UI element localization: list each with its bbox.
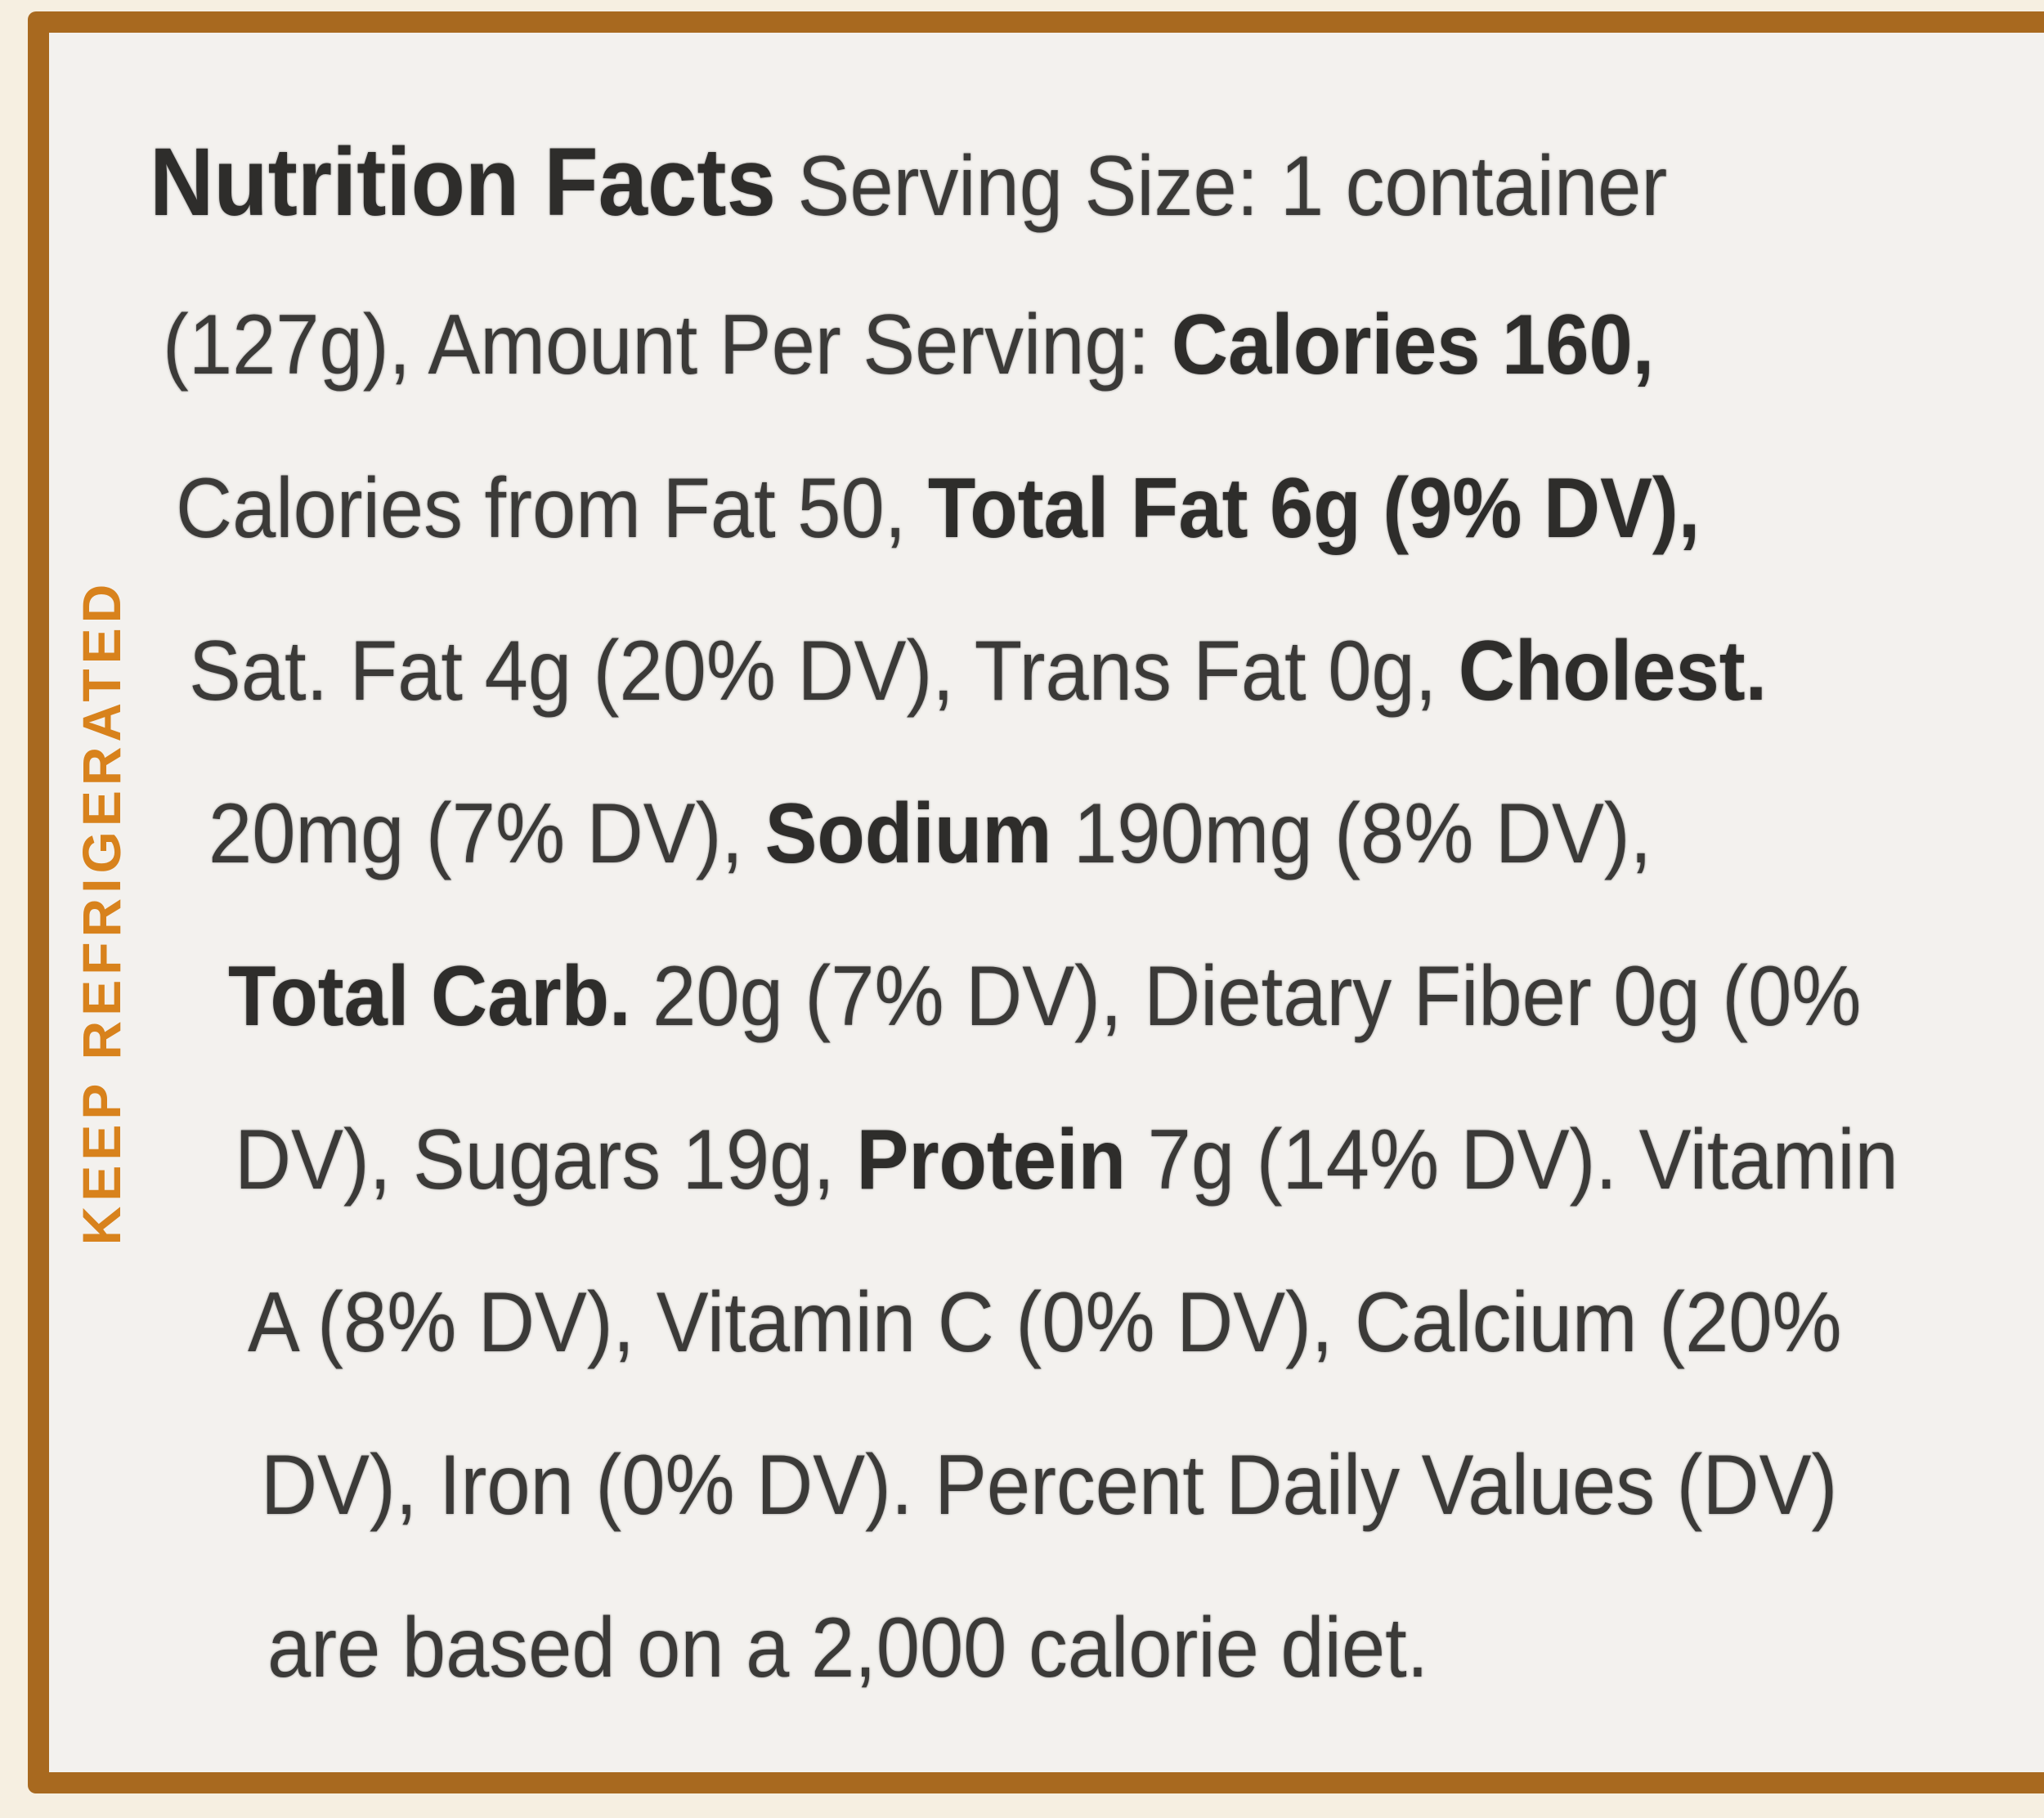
label-text: Sodium [764,786,1052,881]
label-text: A (8% DV), Vitamin C (0% DV), Calcium (2… [248,1275,1842,1370]
label-text: Sat. Fat 4g (20% DV), Trans Fat 0g, [189,624,1459,719]
label-line: (127g), Amount Per Serving: Calories 160… [163,296,1654,394]
label-line: Nutrition Facts Serving Size: 1 containe… [150,133,1667,235]
label-text: 20g (7% DV), Dietary Fiber 0g (0% [630,949,1862,1044]
label-line: A (8% DV), Vitamin C (0% DV), Calcium (2… [248,1274,1842,1372]
label-text: Cholest. [1458,624,1768,719]
label-text: Serving Size: 1 container [775,139,1668,234]
label-text: Calories from Fat 50, [176,461,928,556]
label-line: Sat. Fat 4g (20% DV), Trans Fat 0g, Chol… [189,622,1767,720]
label-text: 20mg (7% DV), [208,786,765,881]
label-text: DV), Sugars 19g, [235,1113,857,1207]
label-text: DV), Iron (0% DV). Percent Daily Values … [261,1438,1838,1533]
label-title: Nutrition Facts [150,128,776,236]
label-line: are based on a 2,000 calorie diet. [267,1599,1428,1697]
side-text: KEEP REFRIGERATED [71,579,132,1246]
label-line: Total Carb. 20g (7% DV), Dietary Fiber 0… [228,947,1861,1046]
label-line: DV), Iron (0% DV). Percent Daily Values … [261,1436,1837,1534]
label-line: Calories from Fat 50, Total Fat 6g (9% D… [176,459,1700,557]
label-text: (127g), Amount Per Serving: [163,298,1172,392]
label-text: are based on a 2,000 calorie diet. [267,1601,1429,1695]
label-text: 7g (14% DV). Vitamin [1126,1113,1898,1207]
label-text: 190mg (8% DV), [1051,786,1652,881]
label-line: DV), Sugars 19g, Protein 7g (14% DV). Vi… [235,1111,1898,1209]
label-text: Total Fat 6g (9% DV), [927,461,1701,556]
label-text: Calories 160, [1171,298,1655,392]
label-text: Protein [856,1113,1127,1207]
label-text: Total Carb. [228,949,631,1044]
label-line: 20mg (7% DV), Sodium 190mg (8% DV), [208,785,1652,883]
label-panel [28,11,2044,1793]
